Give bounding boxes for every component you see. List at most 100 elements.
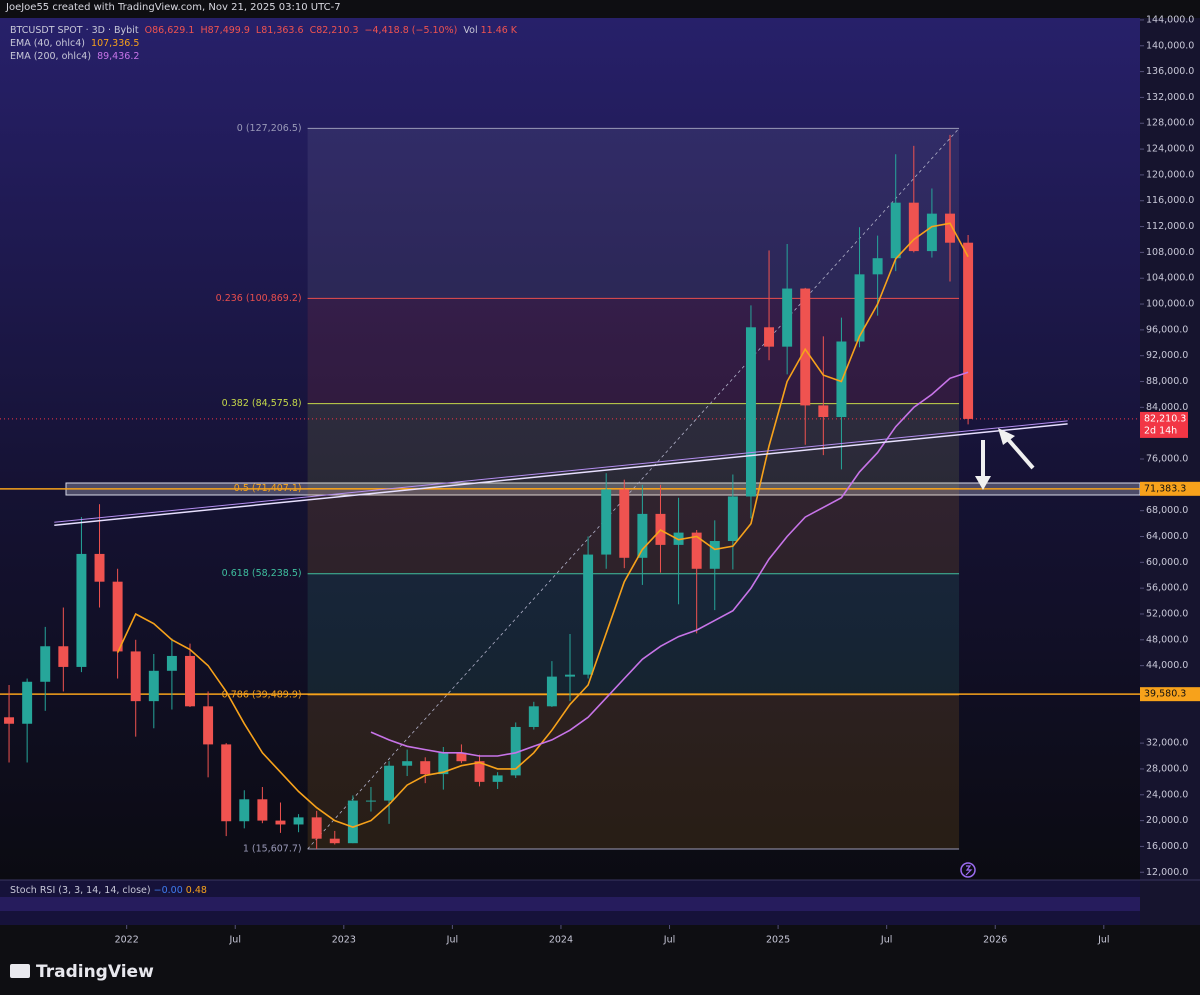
- candle-body: [203, 706, 214, 745]
- candle-body: [583, 554, 594, 675]
- candle-body: [166, 655, 177, 671]
- candle-body: [456, 752, 467, 762]
- candle-body: [691, 532, 702, 569]
- x-tick-label: 2022: [115, 935, 139, 946]
- y-tick-label: 16,000.0: [1146, 841, 1188, 852]
- candle-body: [565, 674, 575, 677]
- candle-body: [619, 489, 630, 558]
- x-tick-label: Jul: [663, 935, 675, 946]
- y-tick-label: 64,000.0: [1146, 531, 1188, 542]
- candle-body: [709, 541, 720, 569]
- y-tick-label: 92,000.0: [1146, 350, 1188, 361]
- ema-line: [116, 222, 969, 828]
- candle-body: [890, 202, 901, 259]
- candle-body: [727, 496, 738, 542]
- y-tick-label: 52,000.0: [1146, 608, 1188, 619]
- indicator-name[interactable]: Stoch RSI (3, 3, 14, 14, close): [10, 885, 151, 896]
- candle-body: [130, 651, 141, 702]
- legend-row: EMA (40, ohlc4) 107,336.5: [10, 37, 520, 50]
- legend-row: EMA (200, ohlc4) 89,436.2: [10, 50, 520, 63]
- y-tick-label: 68,000.0: [1146, 505, 1188, 516]
- y-tick-label: 136,000.0: [1146, 66, 1194, 77]
- alert-icon[interactable]: [960, 862, 976, 878]
- candle-body: [402, 761, 413, 766]
- ohlc-low: L81,363.6: [255, 25, 304, 36]
- y-tick-label: 128,000.0: [1146, 118, 1194, 129]
- y-tick-label: 88,000.0: [1146, 376, 1188, 387]
- fib-label: 0.618 (58,238.5): [222, 568, 302, 579]
- x-tick-label: Jul: [229, 935, 241, 946]
- ohlc-change: −4,418.8 (−5.10%): [364, 25, 458, 36]
- candle-body: [782, 288, 793, 347]
- candle-body: [148, 670, 159, 702]
- price-axis-background: [1140, 18, 1200, 925]
- candle-body: [112, 581, 123, 652]
- y-tick-label: 32,000.0: [1146, 738, 1188, 749]
- legend-value: 89,436.2: [97, 51, 140, 62]
- legend-value: 107,336.5: [91, 38, 140, 49]
- x-tick-label: 2026: [983, 935, 1007, 946]
- chart-layer: 0 (127,206.5) 0.236 (100,869.2) 0.382 (84,…: [0, 123, 1140, 854]
- y-tick-label: 28,000.0: [1146, 763, 1188, 774]
- candle-body: [492, 775, 503, 782]
- candle-body: [185, 655, 195, 707]
- ema-line: [370, 371, 969, 757]
- indicator-k: −0.00: [153, 885, 183, 896]
- y-tick-label: 120,000.0: [1146, 169, 1194, 180]
- candle-body: [926, 213, 937, 252]
- price-label-box: [1140, 687, 1200, 702]
- price-label: 71,383.3: [1144, 483, 1186, 494]
- indicator-d: 0.48: [185, 885, 207, 896]
- ohlc-high: H87,499.9: [200, 25, 250, 36]
- candle-body: [764, 327, 775, 347]
- fib-zone: [307, 488, 960, 574]
- fib-zone: [307, 403, 960, 489]
- legend-entry[interactable]: EMA (40, ohlc4): [10, 38, 85, 49]
- y-tick-label: 144,000.0: [1146, 14, 1194, 25]
- y-tick-label: 44,000.0: [1146, 660, 1188, 671]
- candle-body: [510, 726, 521, 776]
- y-tick-label: 24,000.0: [1146, 789, 1188, 800]
- y-tick-label: 140,000.0: [1146, 40, 1194, 51]
- y-tick-label: 56,000.0: [1146, 583, 1188, 594]
- candle-body: [963, 242, 974, 419]
- y-tick-label: 108,000.0: [1146, 247, 1194, 258]
- fib-zone: [307, 573, 960, 695]
- candle-body: [4, 717, 15, 724]
- fib-label: 1 (15,607.7): [243, 843, 302, 854]
- y-tick-label: 76,000.0: [1146, 454, 1188, 465]
- last-price-label: 82,210.3: [1144, 413, 1186, 424]
- y-tick-label: 60,000.0: [1146, 557, 1188, 568]
- candle-body: [293, 817, 304, 825]
- candle-body: [474, 761, 485, 782]
- candle-body: [836, 341, 847, 418]
- y-tick-label: 96,000.0: [1146, 324, 1188, 335]
- last-price-box: [1140, 411, 1188, 438]
- x-tick-label: 2023: [332, 935, 356, 946]
- fib-zone: [307, 128, 960, 299]
- legend-entry[interactable]: EMA (200, ohlc4): [10, 51, 92, 62]
- price-label: 39,580.3: [1144, 689, 1186, 700]
- y-tick-label: 12,000.0: [1146, 867, 1188, 878]
- indicator-legend: Stoch RSI (3, 3, 14, 14, close) −0.00 0.…: [10, 885, 207, 896]
- candle-body: [22, 681, 33, 724]
- time-axis-background: [0, 925, 1200, 955]
- candle-body: [872, 258, 883, 275]
- candle-body: [528, 706, 539, 727]
- x-tick-label: Jul: [880, 935, 892, 946]
- candle-body: [275, 820, 286, 825]
- arrow-up-left: [1004, 435, 1035, 470]
- candle-body: [329, 838, 340, 844]
- trendline: [54, 423, 1068, 527]
- candle-body: [637, 513, 648, 558]
- ohlc-open: O86,629.1: [144, 25, 195, 36]
- candle-body: [673, 532, 684, 545]
- fib-zone: [307, 694, 960, 849]
- legend-row: BTCUSDT SPOT · 3D · Bybit O86,629.1 H87,…: [10, 24, 520, 37]
- y-tick-label: 104,000.0: [1146, 273, 1194, 284]
- candle-body: [94, 553, 105, 582]
- y-tick-label: 100,000.0: [1146, 299, 1194, 310]
- y-tick-label: 20,000.0: [1146, 815, 1188, 826]
- candle-body: [945, 213, 955, 243]
